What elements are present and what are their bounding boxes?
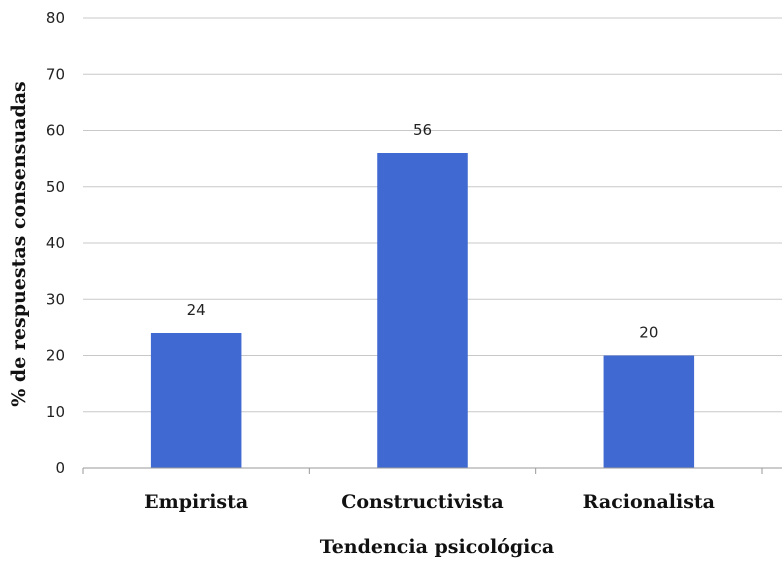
- y-tick-label: 30: [46, 290, 65, 308]
- x-axis: Empirista Constructivista Racionalista: [82, 467, 782, 513]
- y-axis-title: % de respuestas consensuadas: [8, 81, 30, 407]
- data-labels: 24 56 20: [187, 121, 659, 342]
- x-tick-label-empirista: Empirista: [144, 491, 248, 513]
- y-axis-ticks: 0 10 20 30 40 50 60 70 80: [46, 9, 65, 477]
- y-tick-label: 20: [46, 347, 65, 365]
- y-tick-label: 40: [46, 234, 65, 252]
- y-tick-label: 60: [46, 122, 65, 140]
- data-label-racionalista: 20: [639, 324, 658, 342]
- bar-constructivista: [377, 153, 468, 468]
- x-axis-title: Tendencia psicológica: [320, 536, 554, 558]
- y-tick-label: 10: [46, 403, 65, 421]
- bars: [150, 153, 695, 468]
- x-tick-label-constructivista: Constructivista: [341, 491, 504, 513]
- y-tick-label: 50: [46, 178, 65, 196]
- data-label-constructivista: 56: [413, 121, 432, 139]
- x-tick-label-racionalista: Racionalista: [583, 491, 715, 513]
- y-tick-label: 80: [46, 9, 65, 27]
- y-tick-label: 0: [55, 459, 65, 477]
- y-tick-label: 70: [46, 65, 65, 83]
- bar-racionalista: [603, 355, 695, 468]
- data-label-empirista: 24: [187, 301, 206, 319]
- bar-empirista: [150, 333, 242, 468]
